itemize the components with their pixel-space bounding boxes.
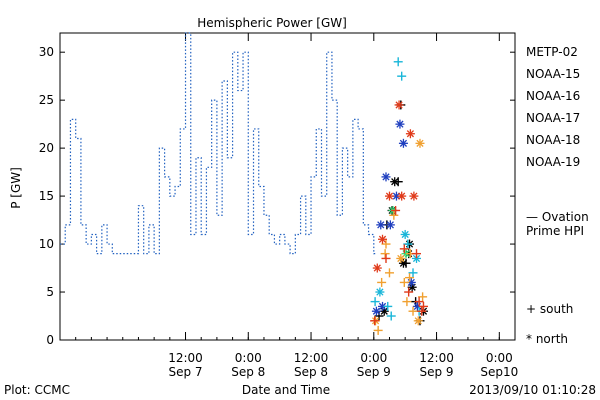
y-axis-label: P [GW] — [9, 167, 23, 209]
data-point-north — [371, 306, 381, 316]
legend-item-noaa-16: NOAA-16 — [526, 89, 580, 103]
data-point-south — [391, 205, 401, 215]
x-axis-label: Date and Time — [242, 383, 330, 397]
y-tick-label: 20 — [39, 141, 54, 155]
data-point-north — [378, 234, 388, 244]
data-point-south — [403, 239, 413, 249]
x-tick-time-label: 0:00 — [235, 351, 262, 365]
data-point-south — [408, 268, 418, 278]
data-point-south — [402, 297, 412, 307]
legend-north-marker: * north — [526, 332, 568, 346]
data-point-north — [397, 191, 407, 201]
x-tick-time-label: 12:00 — [168, 351, 203, 365]
data-point-south — [386, 311, 396, 321]
data-point-south — [381, 239, 391, 249]
data-point-north — [372, 263, 382, 273]
chart-title: Hemispheric Power [GW] — [197, 16, 347, 30]
data-point-south — [418, 301, 428, 311]
legend-ovation-line2: Prime HPI — [526, 224, 584, 238]
y-axis-ticks: 0 5 10 15 20 25 30 — [39, 45, 515, 347]
data-point-north — [415, 138, 425, 148]
data-point-north — [385, 220, 395, 230]
data-point-north — [384, 191, 394, 201]
data-point-south — [404, 287, 414, 297]
data-point-south — [418, 292, 428, 302]
x-tick-date-label: Sep 7 — [168, 365, 202, 379]
data-point-south — [370, 297, 380, 307]
data-point-south — [412, 249, 422, 259]
x-tick-date-label: Sep 9 — [420, 365, 454, 379]
data-point-north — [376, 220, 386, 230]
data-point-south — [393, 57, 403, 67]
footer-plot-source: Plot: CCMC — [4, 383, 70, 397]
data-point-north — [409, 191, 419, 201]
legend-item-noaa-15: NOAA-15 — [526, 67, 580, 81]
x-tick-date-label: Sep10 — [480, 365, 518, 379]
legend-item-metp-02: METP-02 — [526, 45, 578, 59]
footer-timestamp: 2013/09/10 01:10:28 — [469, 383, 596, 397]
data-point-north — [400, 229, 410, 239]
x-tick-time-label: 12:00 — [294, 351, 329, 365]
data-point-south — [399, 244, 409, 254]
x-tick-date-label: Sep 9 — [357, 365, 391, 379]
data-point-south — [414, 297, 424, 307]
legend-item-noaa-18: NOAA-18 — [526, 133, 580, 147]
x-tick-time-label: 12:00 — [419, 351, 454, 365]
satellite-points — [370, 57, 428, 335]
data-point-south — [370, 316, 380, 326]
data-point-north — [396, 253, 406, 263]
y-tick-label: 10 — [39, 237, 54, 251]
data-point-south — [405, 273, 415, 283]
legend: — Ovation Prime HPI + south * north METP… — [526, 45, 589, 346]
x-tick-time-label: 0:00 — [360, 351, 387, 365]
data-point-south — [417, 306, 427, 316]
data-point-south — [381, 253, 391, 263]
data-point-north — [381, 172, 391, 182]
data-point-south — [401, 258, 411, 268]
x-tick-time-label: 0:00 — [486, 351, 513, 365]
data-point-north — [398, 138, 408, 148]
data-point-south — [393, 177, 403, 187]
y-tick-label: 0 — [46, 333, 54, 347]
data-point-south — [380, 249, 390, 259]
data-point-south — [399, 277, 409, 287]
data-point-south — [384, 268, 394, 278]
y-tick-label: 15 — [39, 189, 54, 203]
data-point-south — [408, 306, 418, 316]
y-tick-label: 25 — [39, 93, 54, 107]
data-point-north — [395, 119, 405, 129]
legend-item-noaa-17: NOAA-17 — [526, 111, 580, 125]
data-point-north — [413, 316, 423, 326]
legend-item-noaa-19: NOAA-19 — [526, 155, 580, 169]
data-point-south — [383, 301, 393, 311]
data-point-south — [397, 71, 407, 81]
data-point-north — [394, 100, 404, 110]
data-point-south — [373, 325, 383, 335]
x-tick-date-label: Sep 8 — [294, 365, 328, 379]
data-point-south — [389, 210, 399, 220]
plot-frame — [59, 32, 516, 341]
legend-ovation-line1: — Ovation — [526, 210, 589, 224]
data-point-south — [377, 277, 387, 287]
y-tick-label: 5 — [46, 285, 54, 299]
ovation-series — [60, 32, 377, 255]
data-point-north — [375, 287, 385, 297]
x-tick-date-label: Sep 8 — [231, 365, 265, 379]
y-tick-label: 30 — [39, 45, 54, 59]
legend-south-marker: + south — [526, 302, 573, 316]
ovation-step-line — [60, 32, 377, 255]
data-point-north — [405, 129, 415, 139]
